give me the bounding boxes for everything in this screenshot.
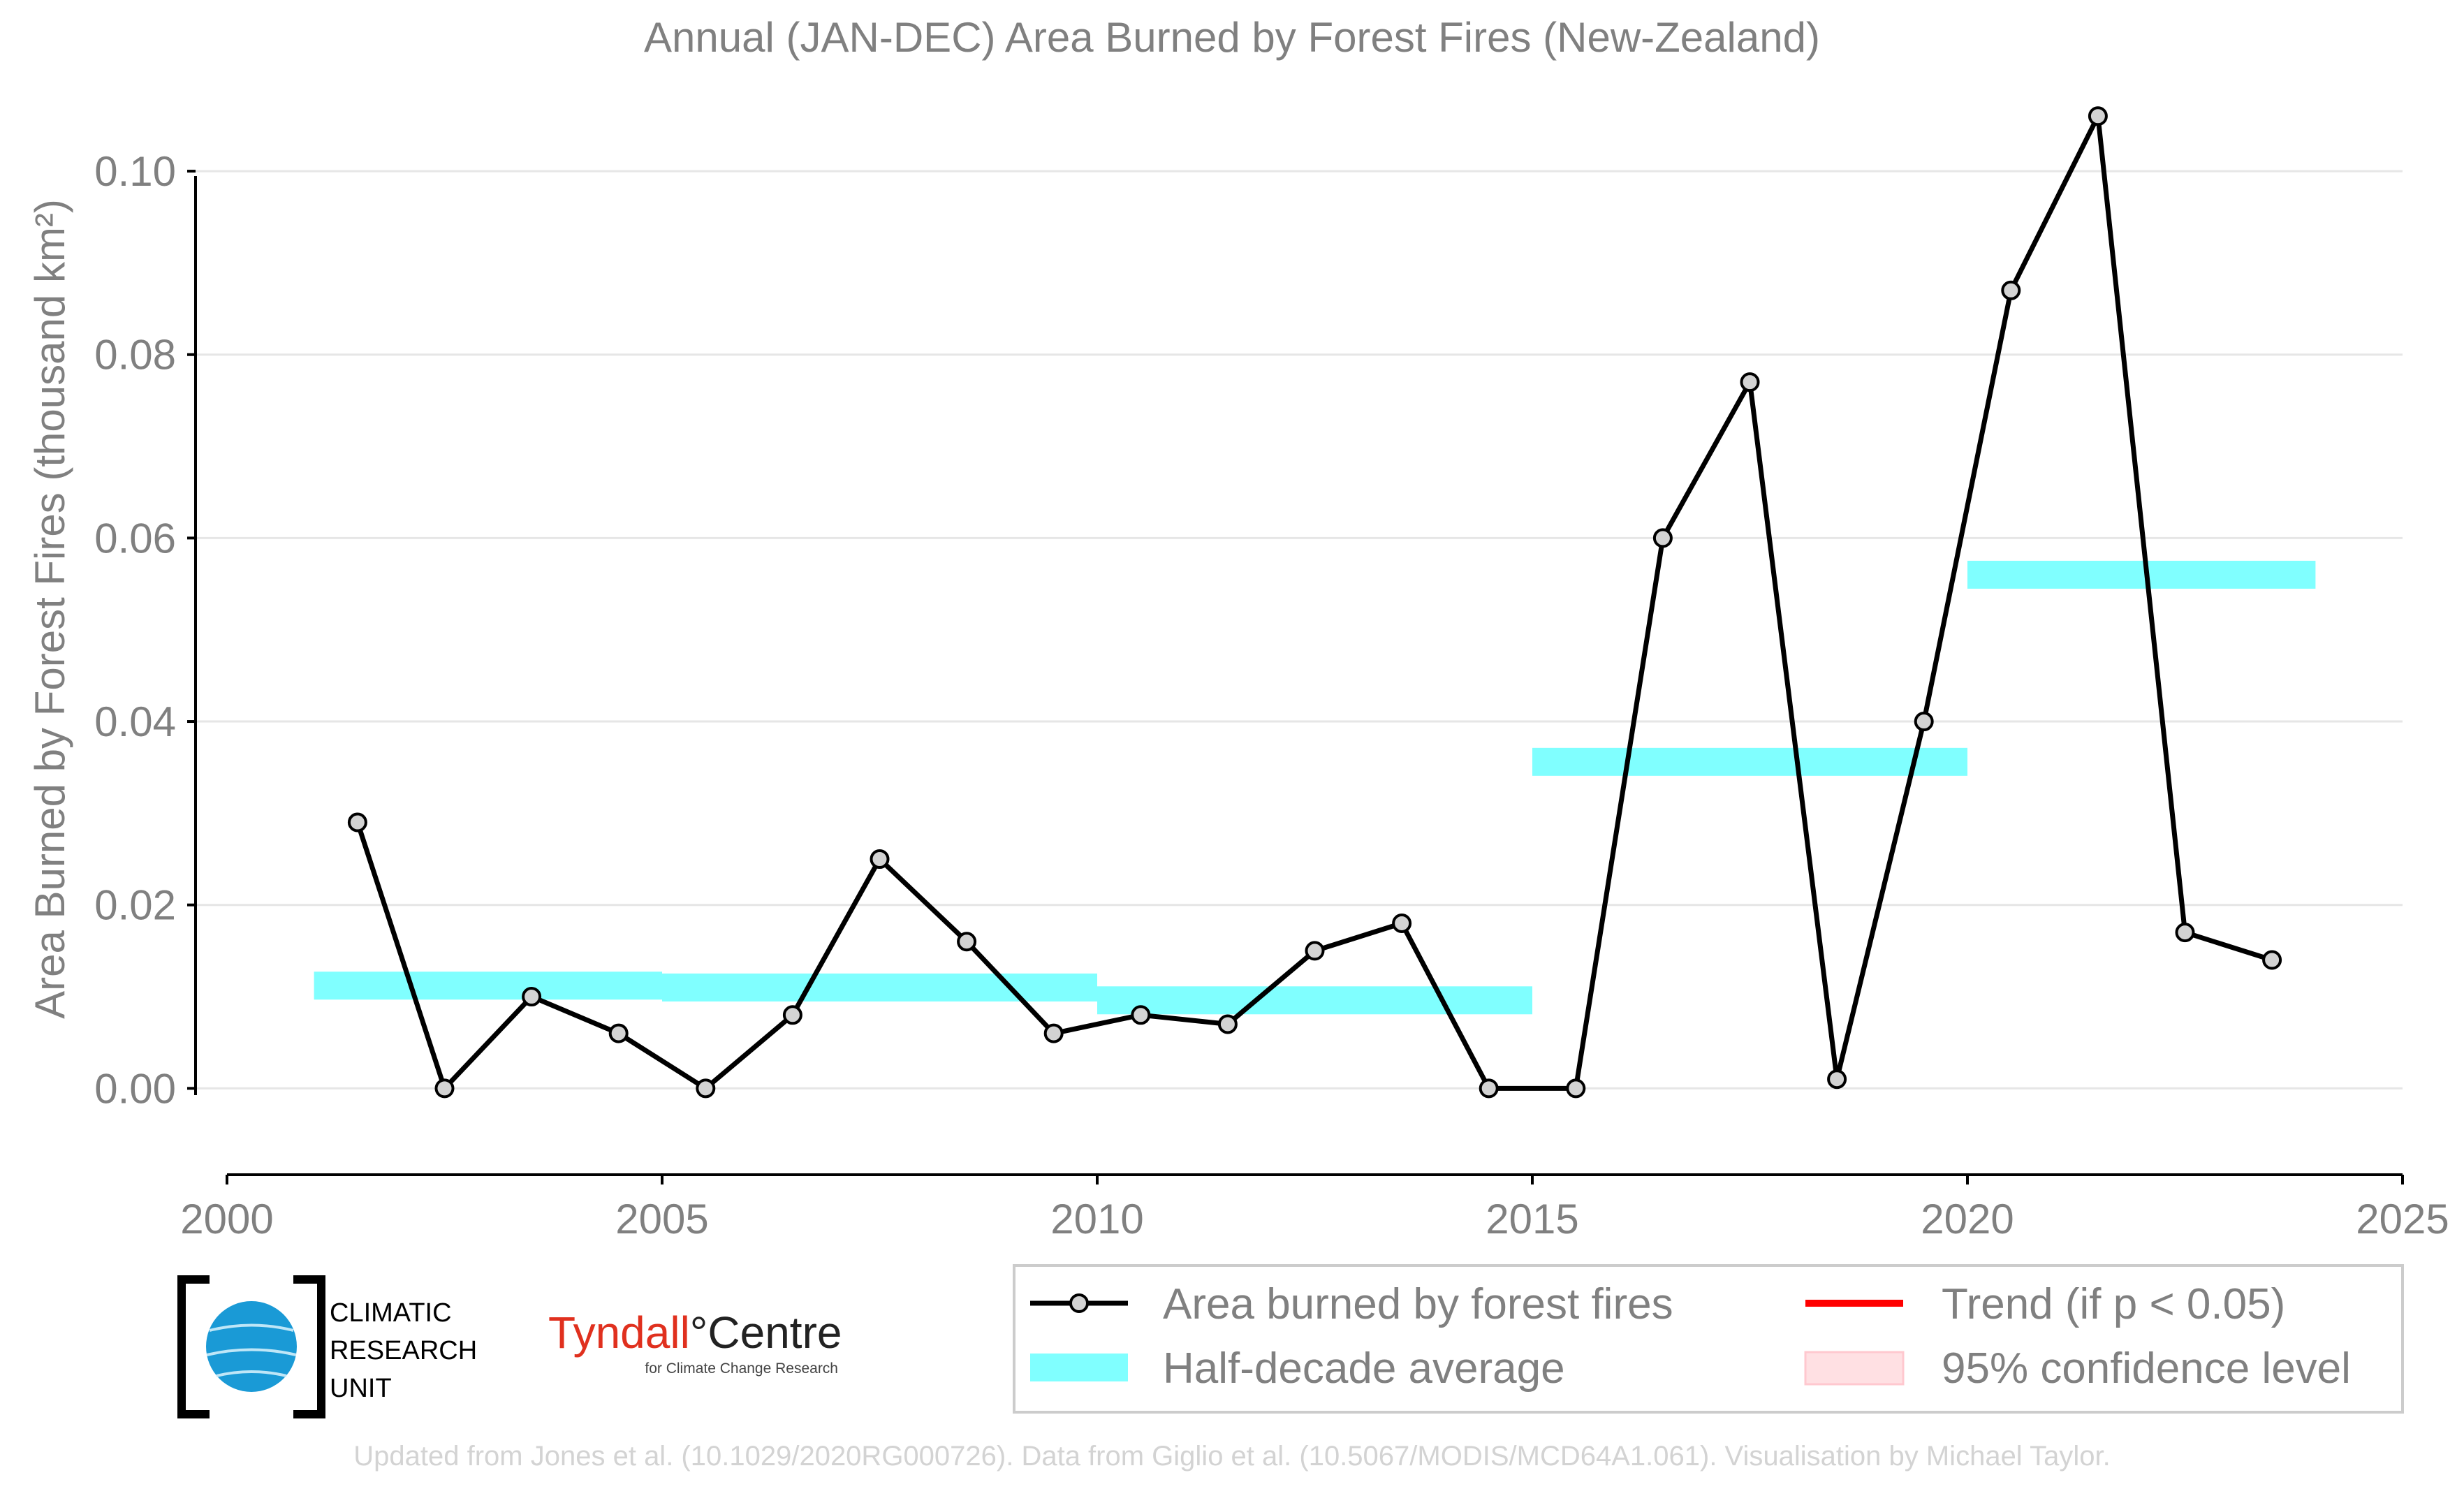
data-point <box>1392 913 1412 933</box>
data-point <box>957 932 977 952</box>
data-point <box>2262 950 2282 970</box>
x-tick-label: 2025 <box>2356 1196 2449 1242</box>
y-tick-label: 0.10 <box>94 148 176 195</box>
data-point <box>696 1078 716 1099</box>
globe-icon <box>206 1301 297 1392</box>
legend-swatch-marker <box>1069 1293 1089 1313</box>
legend-label-confidence: 95% confidence level <box>1942 1344 2351 1393</box>
half-decade-bands <box>314 560 2316 1015</box>
legend-box <box>1013 1264 2404 1414</box>
source-note: Updated from Jones et al. (10.1029/2020R… <box>353 1441 2110 1472</box>
data-point <box>2088 106 2108 126</box>
half-decade-band <box>1967 560 2316 589</box>
y-tick-label: 0.06 <box>94 515 176 562</box>
data-point <box>608 1023 629 1043</box>
cru-logo-bracket-left <box>177 1275 210 1418</box>
y-axis-label-text: Area Burned by Forest Fires (thousand km… <box>27 199 73 1019</box>
globe-lines <box>206 1323 297 1377</box>
data-point <box>1914 712 1934 732</box>
data-point <box>522 987 542 1007</box>
legend-label-half-decade: Half-decade average <box>1163 1344 1565 1393</box>
y-tick-label: 0.08 <box>94 332 176 379</box>
data-point <box>1740 372 1760 393</box>
y-ticks: 0.00 0.02 0.04 0.06 0.08 0.10 <box>94 148 196 1112</box>
data-point <box>1043 1023 1064 1043</box>
legend-swatch-half-decade <box>1030 1354 1128 1381</box>
chart-title: Annual (JAN-DEC) Area Burned by Forest F… <box>644 14 1820 61</box>
x-tick-label: 2005 <box>615 1196 708 1242</box>
tyndall-red-text: Tyndall <box>548 1307 690 1358</box>
data-point <box>1566 1078 1586 1099</box>
y-axis-label: Area Burned by Forest Fires (thousand km… <box>27 199 73 1019</box>
cru-line-2: RESEARCH <box>330 1336 477 1365</box>
legend-swatch-confidence <box>1804 1351 1905 1386</box>
cru-line-3: UNIT <box>330 1374 392 1403</box>
data-point <box>1479 1078 1499 1099</box>
y-tick-label: 0.04 <box>94 698 176 745</box>
gridlines <box>196 170 2403 1090</box>
data-point <box>782 1005 802 1025</box>
cru-logo-bracket-right <box>293 1275 325 1418</box>
x-tick-label: 2000 <box>180 1196 273 1242</box>
data-point <box>1827 1069 1847 1090</box>
data-point <box>434 1078 455 1099</box>
half-decade-band <box>1097 986 1532 1015</box>
series-points <box>347 106 2282 1099</box>
data-point <box>2175 923 2195 943</box>
half-decade-band <box>662 973 1097 1002</box>
data-point <box>1652 528 1673 548</box>
legend: Area burned by forest fires Half-decade … <box>1013 1264 2404 1414</box>
x-tick-label: 2010 <box>1050 1196 1143 1242</box>
cru-logo: CLIMATIC RESEARCH UNIT <box>177 1275 477 1418</box>
tyndall-subtitle: for Climate Change Research <box>645 1360 838 1377</box>
data-point <box>347 812 367 832</box>
tyndall-logo: Tyndall°Centre for Climate Change Resear… <box>548 1307 842 1377</box>
legend-label-trend: Trend (if p < 0.05) <box>1942 1280 2285 1328</box>
data-point <box>870 849 890 870</box>
y-tick-label: 0.02 <box>94 882 176 929</box>
tyndall-wordmark: Tyndall°Centre <box>548 1307 842 1358</box>
legend-label-area: Area burned by forest fires <box>1163 1280 1673 1328</box>
half-decade-band <box>314 971 662 1000</box>
data-point <box>1217 1014 1238 1034</box>
cru-line-1: CLIMATIC <box>330 1298 452 1328</box>
x-ticks: 2000 2005 2010 2015 2020 2025 <box>180 1175 2449 1242</box>
x-tick-label: 2020 <box>1921 1196 2014 1242</box>
tyndall-centre-text: °Centre <box>690 1307 842 1358</box>
data-point <box>1305 941 1325 961</box>
data-point <box>2001 280 2021 300</box>
y-tick-label: 0.00 <box>94 1065 176 1112</box>
data-point <box>1131 1005 1151 1025</box>
x-tick-label: 2015 <box>1486 1196 1578 1242</box>
half-decade-band <box>1532 747 1967 776</box>
